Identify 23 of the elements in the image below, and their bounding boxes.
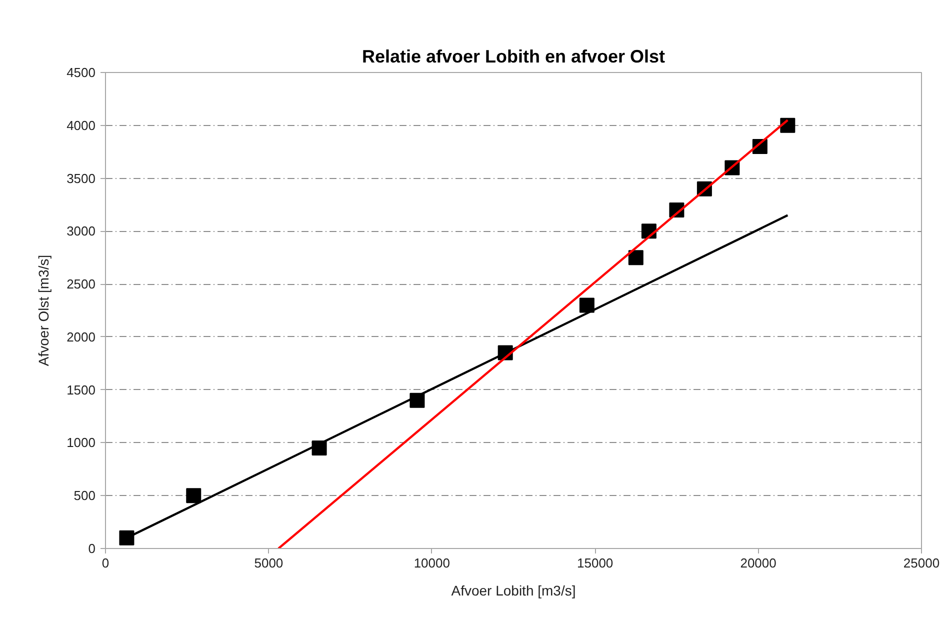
y-tick-label: 500 (74, 488, 96, 504)
x-tick-label: 25000 (903, 556, 940, 570)
y-tick-label: 3500 (66, 170, 96, 186)
x-tick-label: 10000 (414, 556, 450, 570)
y-tick-label: 2000 (66, 329, 96, 344)
point (186, 488, 202, 504)
point (119, 530, 134, 546)
y-tick-label: 1500 (66, 382, 96, 398)
y-tick-label: 1000 (66, 435, 96, 450)
point (579, 298, 594, 313)
y-tick-label: 4500 (66, 65, 96, 80)
x-tick-label: 20000 (740, 556, 776, 570)
y-tick-label: 4000 (66, 118, 96, 133)
point (628, 250, 644, 266)
y-tick-label: 3000 (66, 224, 96, 239)
chart-title: Relatie afvoer Lobith en afvoer Olst (362, 46, 666, 66)
y-tick-label: 2500 (66, 276, 96, 292)
x-tick-label: 0 (102, 556, 110, 570)
x-axis-title: Afvoer Lobith [m3/s] (451, 582, 576, 598)
x-tick-label: 5000 (254, 556, 284, 570)
y-axis-title: Afvoer Olst [m3/s] (36, 254, 52, 366)
x-tick-label: 15000 (577, 556, 614, 570)
y-tick-label: 0 (88, 541, 96, 556)
